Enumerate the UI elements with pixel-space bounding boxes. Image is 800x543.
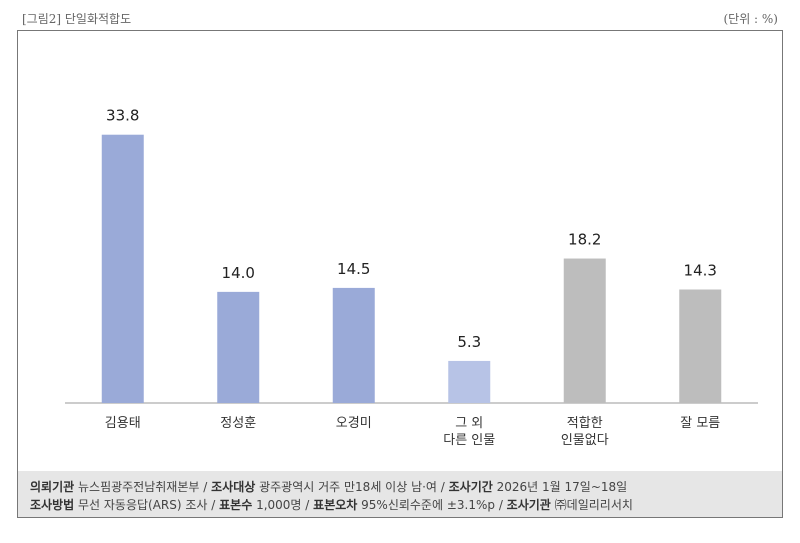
- footer-field-label: 표본수: [219, 498, 253, 512]
- footer-field-label: 표본오차: [313, 498, 358, 512]
- footer-field-value: 무선 자동응답(ARS) 조사: [74, 498, 208, 512]
- footer-field-label: 조사방법: [30, 498, 75, 512]
- footer-field-value: 뉴스핌광주전남취재본부: [74, 480, 200, 494]
- footer-separator: /: [495, 498, 507, 512]
- bar: [217, 291, 260, 403]
- footer-separator: /: [207, 498, 220, 512]
- data-label: 33.8: [106, 107, 139, 125]
- footer-field-value: ㈜데일리리서치: [550, 498, 633, 512]
- footer-field-label: 조사기관: [506, 498, 551, 512]
- bar: [563, 258, 606, 403]
- category-label: 다른 인물: [443, 433, 495, 448]
- category-label: 그 외: [455, 416, 483, 431]
- data-label: 18.2: [568, 231, 601, 249]
- footer-field-label: 의뢰기관: [30, 480, 75, 494]
- category-label: 인물없다: [561, 433, 609, 448]
- bar: [332, 287, 375, 403]
- bar-chart: 33.8 김용태 14.0 정성훈 14.5 오경미 5.3 그 외다른 인물 18.2 적합한인…: [65, 107, 758, 448]
- category-label: 오경미: [336, 416, 372, 431]
- footer-separator: /: [301, 498, 314, 512]
- footer-field-label: 조사기간: [448, 480, 493, 494]
- category-label: 잘 모름: [680, 416, 720, 431]
- footer-separator: /: [199, 480, 212, 494]
- footer-field-value: 광주광역시 거주 만18세 이상 남·여: [255, 480, 437, 494]
- footer-field-label: 조사대상: [211, 480, 256, 494]
- footer-line-2: 조사방법 무선 자동응답(ARS) 조사 / 표본수 1,000명 / 표본오차…: [30, 496, 633, 513]
- footer-field-value: 2026년 1월 17일~18일: [492, 480, 628, 494]
- bar: [101, 134, 144, 403]
- figure-caption: [그림2] 단일화적합도: [22, 12, 132, 26]
- footer-field-value: 1,000명: [252, 498, 302, 512]
- unit-label: (단위 : %): [723, 12, 778, 26]
- data-label: 14.0: [222, 264, 255, 282]
- survey-info-footer: 의뢰기관 뉴스핌광주전남취재본부 / 조사대상 광주광역시 거주 만18세 이상…: [18, 471, 782, 517]
- bar: [448, 360, 491, 403]
- category-label: 적합한: [567, 416, 603, 431]
- footer-line-1: 의뢰기관 뉴스핌광주전남취재본부 / 조사대상 광주광역시 거주 만18세 이상…: [30, 478, 627, 495]
- data-label: 14.3: [684, 261, 717, 279]
- bar: [679, 289, 722, 403]
- footer-field-value: 95%신뢰수준에 ±3.1%p: [357, 498, 495, 512]
- footer-separator: /: [436, 480, 449, 494]
- category-label: 정성훈: [220, 416, 256, 431]
- category-label: 김용태: [105, 416, 141, 431]
- data-label: 5.3: [457, 333, 481, 351]
- data-label: 14.5: [337, 260, 370, 278]
